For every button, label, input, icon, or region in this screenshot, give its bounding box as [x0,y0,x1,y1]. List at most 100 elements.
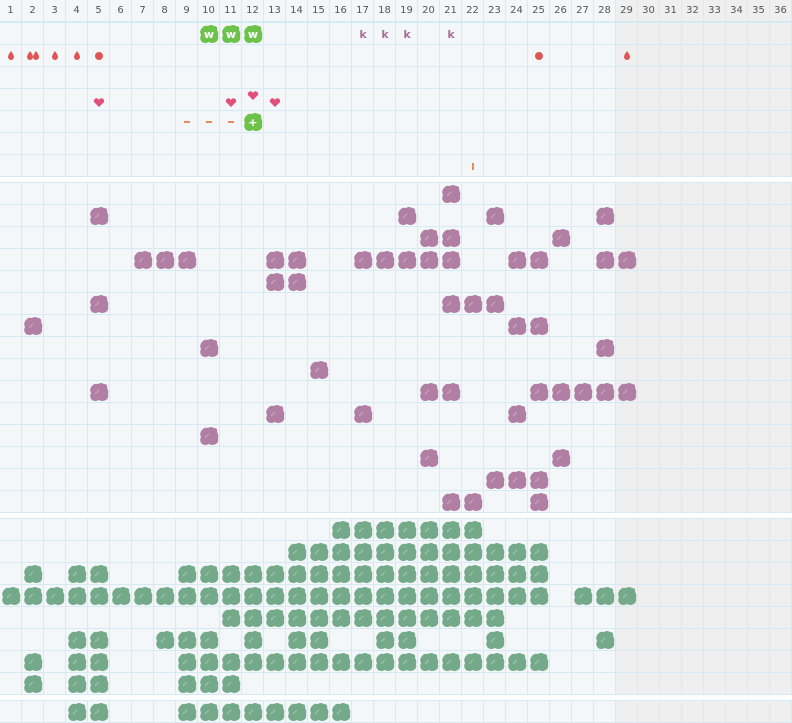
day-cell[interactable] [396,469,418,491]
day-cell[interactable] [638,133,660,155]
day-cell[interactable] [660,271,682,293]
day-cell[interactable] [440,469,462,491]
day-cell[interactable] [330,469,352,491]
day-cell[interactable] [396,249,418,271]
day-cell[interactable] [374,541,396,563]
day-cell[interactable] [704,293,726,315]
day-cell[interactable] [308,227,330,249]
day-cell[interactable] [594,563,616,585]
day-cell[interactable] [330,541,352,563]
day-cell[interactable] [682,381,704,403]
day-cell[interactable] [374,701,396,723]
day-cell[interactable] [374,155,396,177]
day-cell[interactable] [374,271,396,293]
day-cell[interactable] [704,271,726,293]
day-cell[interactable] [132,67,154,89]
day-cell[interactable] [594,381,616,403]
day-cell[interactable] [770,271,792,293]
day-cell[interactable] [396,89,418,111]
day-cell[interactable] [88,469,110,491]
day-cell[interactable] [176,607,198,629]
day-cell[interactable] [462,469,484,491]
day-cell[interactable] [726,23,748,45]
day-cell[interactable] [154,133,176,155]
day-cell[interactable] [220,629,242,651]
day-cell[interactable] [154,155,176,177]
day-cell[interactable] [286,469,308,491]
day-cell[interactable] [330,23,352,45]
day-cell[interactable] [154,651,176,673]
day-cell[interactable] [594,629,616,651]
day-cell[interactable] [440,337,462,359]
day-cell[interactable] [616,447,638,469]
day-cell[interactable] [506,155,528,177]
day-cell[interactable] [638,23,660,45]
day-cell[interactable] [748,315,770,337]
day-cell[interactable] [572,519,594,541]
day-cell[interactable] [616,111,638,133]
day-cell[interactable] [704,585,726,607]
day-cell[interactable] [198,629,220,651]
day-cell[interactable] [704,607,726,629]
day-cell[interactable] [396,403,418,425]
day-cell[interactable] [506,541,528,563]
day-cell[interactable] [0,205,22,227]
day-cell[interactable] [704,469,726,491]
day-cell[interactable] [22,563,44,585]
day-cell[interactable]: + [242,111,264,133]
day-cell[interactable] [44,673,66,695]
day-cell[interactable] [550,491,572,513]
day-cell[interactable] [572,337,594,359]
day-cell[interactable] [616,519,638,541]
day-cell[interactable] [352,337,374,359]
day-cell[interactable] [638,315,660,337]
day-cell[interactable] [352,607,374,629]
day-cell[interactable] [770,293,792,315]
day-cell[interactable] [264,205,286,227]
day-cell[interactable] [132,133,154,155]
day-cell[interactable] [110,519,132,541]
day-cell[interactable] [638,293,660,315]
day-cell[interactable] [66,629,88,651]
day-cell[interactable] [220,447,242,469]
day-cell[interactable] [330,67,352,89]
day-cell[interactable] [264,249,286,271]
day-cell[interactable] [528,67,550,89]
day-cell[interactable] [682,45,704,67]
day-cell[interactable] [572,607,594,629]
day-cell[interactable] [726,45,748,67]
day-cell[interactable] [550,607,572,629]
day-cell[interactable] [506,359,528,381]
day-cell[interactable] [594,651,616,673]
day-cell[interactable] [44,23,66,45]
day-cell[interactable] [330,337,352,359]
day-cell[interactable] [572,45,594,67]
day-cell[interactable] [330,447,352,469]
day-cell[interactable] [726,337,748,359]
day-cell[interactable] [352,629,374,651]
day-cell[interactable] [66,293,88,315]
day-cell[interactable] [638,227,660,249]
day-cell[interactable] [132,205,154,227]
day-cell[interactable] [242,67,264,89]
day-cell[interactable] [44,271,66,293]
day-cell[interactable] [286,67,308,89]
day-cell[interactable] [88,425,110,447]
day-cell[interactable] [506,67,528,89]
day-cell[interactable] [616,205,638,227]
day-cell[interactable]: k [440,23,462,45]
day-cell[interactable] [330,607,352,629]
day-cell[interactable] [0,469,22,491]
day-cell[interactable] [572,249,594,271]
day-cell[interactable] [220,519,242,541]
day-cell[interactable] [22,183,44,205]
day-cell[interactable] [440,403,462,425]
day-cell[interactable] [550,673,572,695]
day-cell[interactable] [88,359,110,381]
day-cell[interactable] [484,293,506,315]
day-cell[interactable] [616,271,638,293]
day-cell[interactable] [418,607,440,629]
day-cell[interactable] [550,315,572,337]
day-cell[interactable] [132,271,154,293]
day-cell[interactable] [66,337,88,359]
